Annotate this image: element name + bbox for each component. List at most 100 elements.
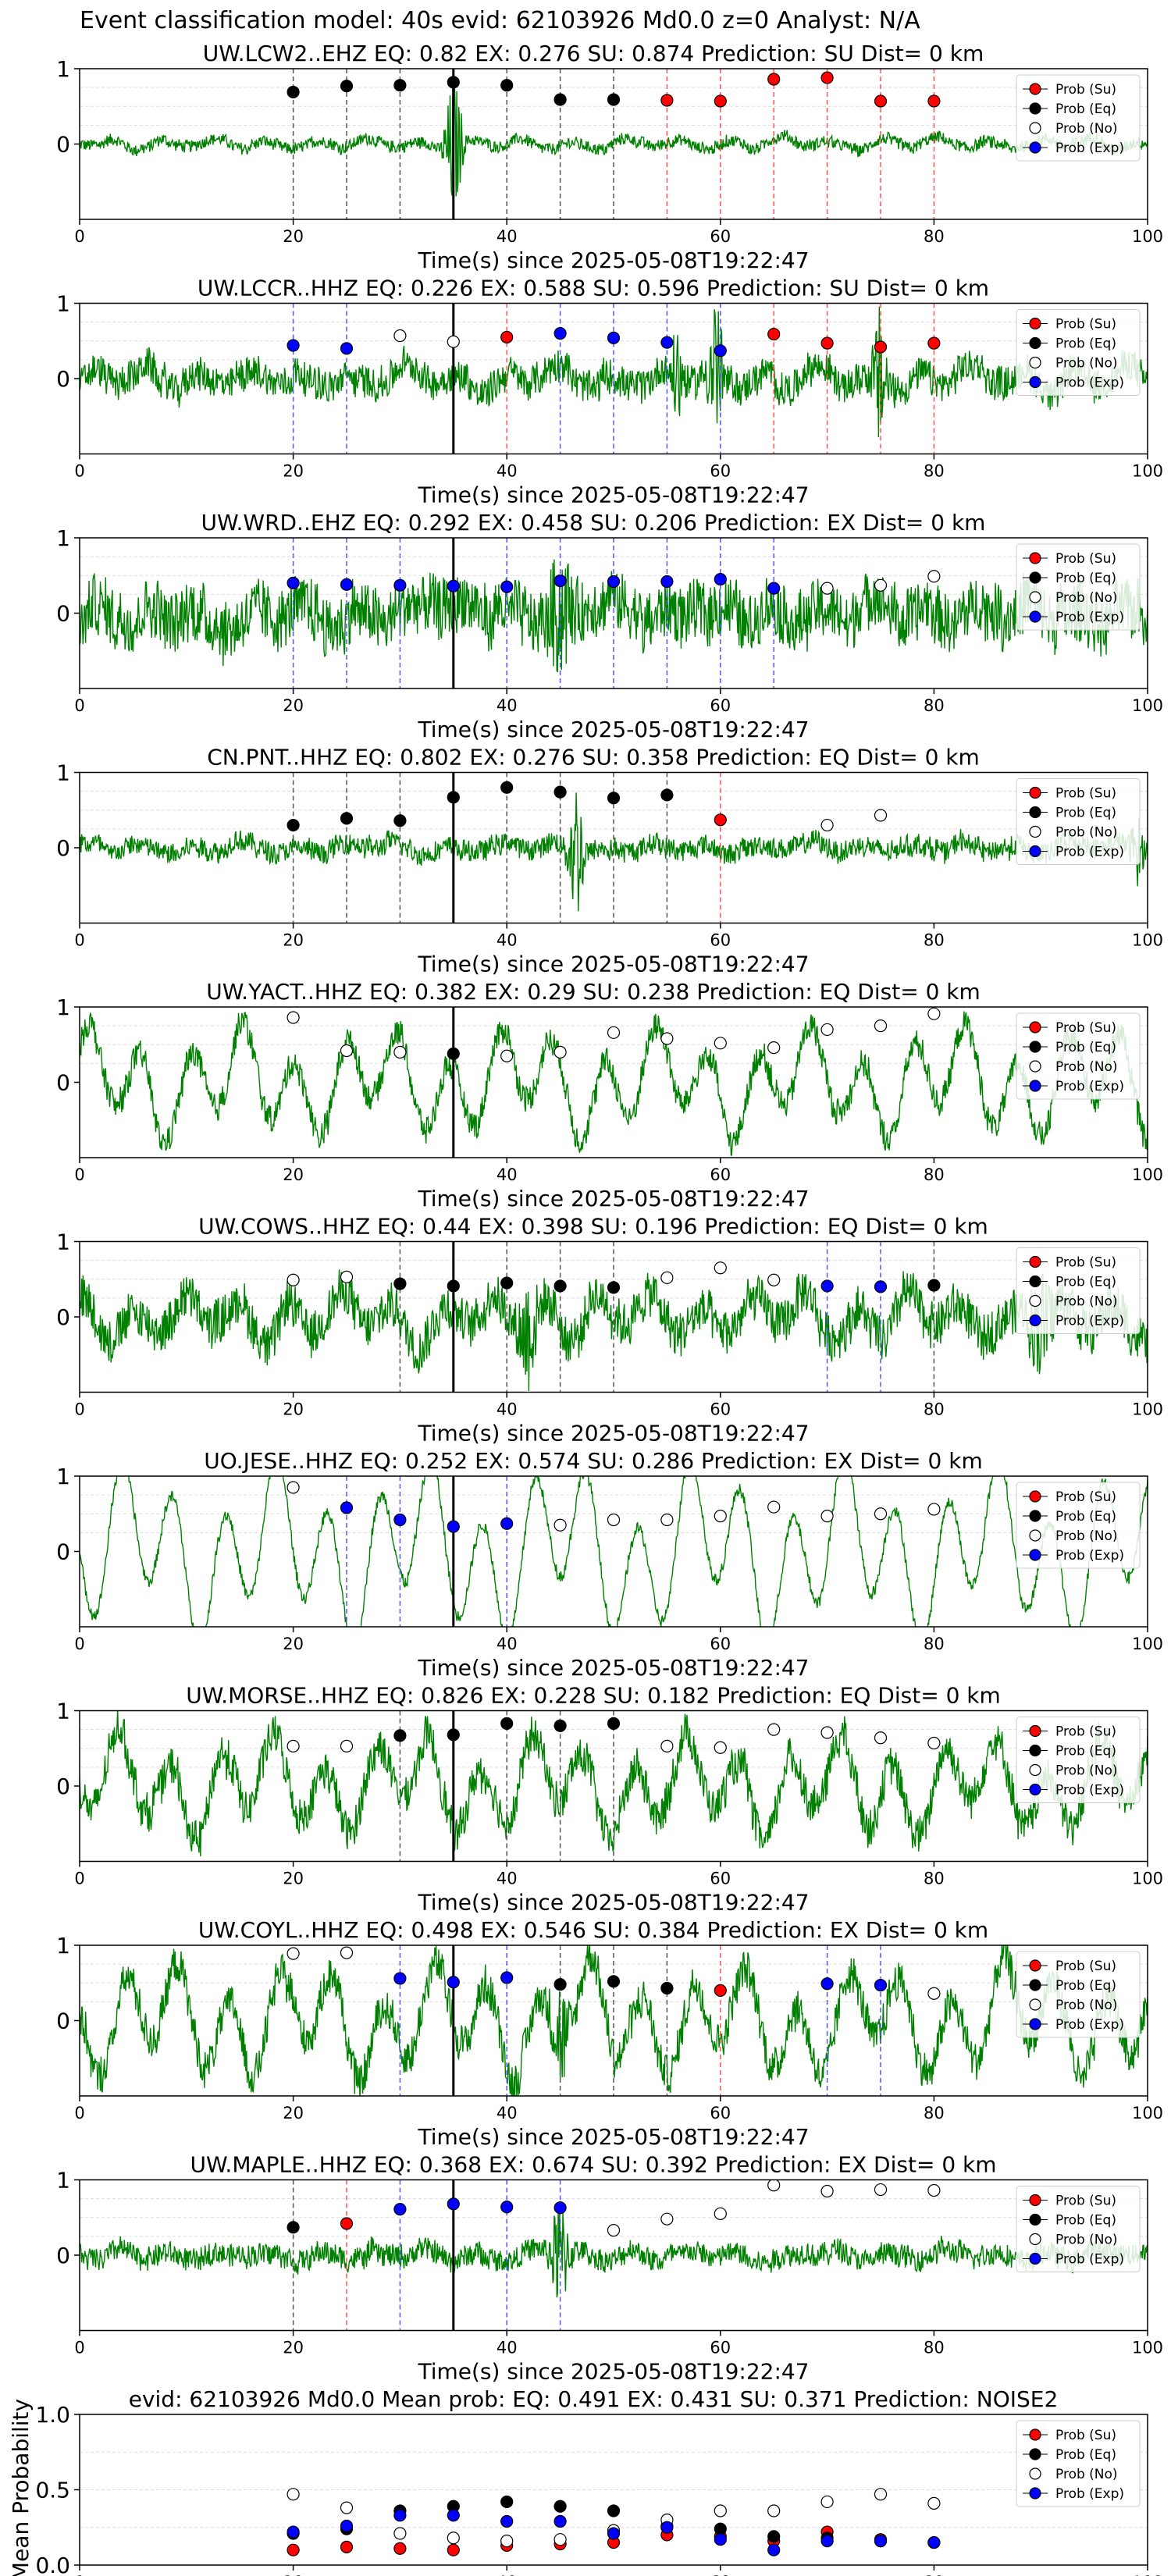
x-tick-label: 80 [924,227,945,246]
legend: Prob (Su) Prob (Eq) Prob (No) Prob (Exp) [1016,1482,1141,1569]
chart-title: UW.COYL..HHZ EQ: 0.498 EX: 0.546 SU: 0.3… [198,1917,988,1943]
prob-point-su [820,336,834,350]
x-tick-label: 0 [74,1870,84,1888]
prob-point-exp [660,575,674,589]
legend-marker-no [1029,2467,1041,2480]
prob-point-eq [393,1277,407,1290]
plot-area [80,538,1148,688]
prob-point-no [927,1736,941,1750]
legend: Prob (Su) Prob (Eq) Prob (No) Prob (Exp) [1016,2420,1141,2507]
legend-label: Prob (Exp) [1055,845,1124,860]
x-tick-label: 40 [497,1635,518,1653]
legend-label: Prob (Exp) [1055,2252,1124,2268]
prob-point-exp [553,574,567,588]
y-tick-label: 1 [56,56,70,82]
prob-point-exp [874,1280,888,1293]
legend: Prob (Su) Prob (Eq) Prob (No) Prob (Exp) [1016,1717,1141,1803]
prob-point-exp [393,1513,407,1527]
x-tick-label: 20 [283,227,304,246]
prob-point-no [447,335,460,348]
legend-marker-eq [1029,2448,1041,2460]
prob-point-no [820,1023,834,1037]
prob-point-no [767,1500,781,1514]
prob-point-eq [660,788,674,802]
x-tick-label: 80 [924,2339,945,2357]
legend-label: Prob (Eq) [1055,2447,1116,2463]
prob-point-su [927,94,941,108]
legend-marker-su [1029,1490,1041,1503]
plot-area [80,69,1148,219]
x-tick-label: 100 [1132,1635,1163,1653]
legend-marker-eq [1029,1510,1041,1522]
legend-label: Prob (No) [1055,1998,1118,2013]
x-tick-label: 60 [710,462,731,481]
prob-point-su [660,94,674,107]
legend: Prob (Su) Prob (Eq) Prob (No) Prob (Exp) [1016,1951,1141,2038]
x-tick-label: 40 [497,2339,518,2357]
prob-point-eq [393,79,407,92]
prob-point-exp [340,2519,354,2532]
y-tick-label: 1.0 [35,2402,70,2428]
chart-title: CN.PNT..HHZ EQ: 0.802 EX: 0.276 SU: 0.35… [207,745,980,770]
prob-point-exp [607,2527,621,2540]
prob-point-no [393,2527,407,2540]
prob-point-exp [393,2509,407,2522]
legend-label: Prob (Su) [1055,1724,1116,1740]
legend-marker-no [1029,1998,1041,2011]
x-tick-label: 100 [1132,931,1163,950]
prob-point-exp [874,2535,888,2548]
chart-panel-7: UW.MORSE..HHZ EQ: 0.826 EX: 0.228 SU: 0.… [56,1683,1163,1916]
x-tick-label: 20 [283,931,304,950]
prob-point-no [660,2212,674,2226]
prob-point-no [660,1513,674,1527]
chart-panel-3: CN.PNT..HHZ EQ: 0.802 EX: 0.276 SU: 0.35… [56,745,1163,977]
prob-point-su [714,1984,727,1997]
chart-title: evid: 62103926 Md0.0 Mean prob: EQ: 0.49… [129,2386,1059,2412]
legend-box [1016,309,1141,396]
chart-title: UW.WRD..EHZ EQ: 0.292 EX: 0.458 SU: 0.20… [201,510,986,535]
legend-marker-eq [1029,2213,1041,2226]
legend-marker-exp [1029,1080,1041,1092]
legend-label: Prob (Su) [1055,2428,1116,2443]
legend-label: Prob (No) [1055,1294,1118,1310]
prob-point-no [714,1510,727,1523]
prob-point-no [874,1019,888,1033]
legend-label: Prob (No) [1055,1059,1118,1075]
prob-point-su [340,2540,354,2553]
prob-point-no [660,1739,674,1752]
y-tick-label: 1 [56,1229,70,1255]
legend-marker-su [1029,1255,1041,1268]
x-tick-label: 60 [710,1165,731,1184]
prob-point-exp [820,2535,834,2548]
chart-panel-1: UW.LCCR..HHZ EQ: 0.226 EX: 0.588 SU: 0.5… [56,276,1163,508]
legend: Prob (Su) Prob (Eq) Prob (No) Prob (Exp) [1016,74,1141,162]
x-tick-label: 80 [924,1400,945,1419]
x-tick-label: 80 [924,2104,945,2122]
prob-point-no [714,1741,727,1754]
prob-point-no [927,1007,941,1020]
legend-label: Prob (Eq) [1055,806,1116,821]
prob-point-eq [607,1717,621,1731]
prob-point-no [660,1271,674,1284]
waveform-trace [80,2208,1148,2298]
x-tick-label: 40 [497,1400,518,1419]
x-tick-label: 60 [710,2339,731,2357]
waveform-trace [80,1269,1148,1392]
prob-point-no [500,1049,514,1062]
chart-title: UW.LCCR..HHZ EQ: 0.226 EX: 0.588 SU: 0.5… [198,276,989,301]
legend-marker-eq [1029,1744,1041,1757]
prob-point-su [500,330,514,344]
x-axis-label: Time(s) since 2025-05-08T19:22:47 [417,952,809,977]
legend-label: Prob (Exp) [1055,1079,1124,1094]
prob-point-exp [553,2201,567,2215]
prob-point-eq [287,2221,300,2234]
prob-point-eq [927,1279,941,1292]
legend-box [1016,2186,1141,2272]
y-axis-label: Mean Probability [8,2399,34,2576]
x-tick-label: 60 [710,227,731,246]
prob-point-eq [714,2522,727,2535]
prob-point-exp [714,572,727,586]
x-tick-label: 80 [924,462,945,481]
legend-marker-eq [1029,1041,1041,1053]
legend-marker-no [1029,591,1041,603]
